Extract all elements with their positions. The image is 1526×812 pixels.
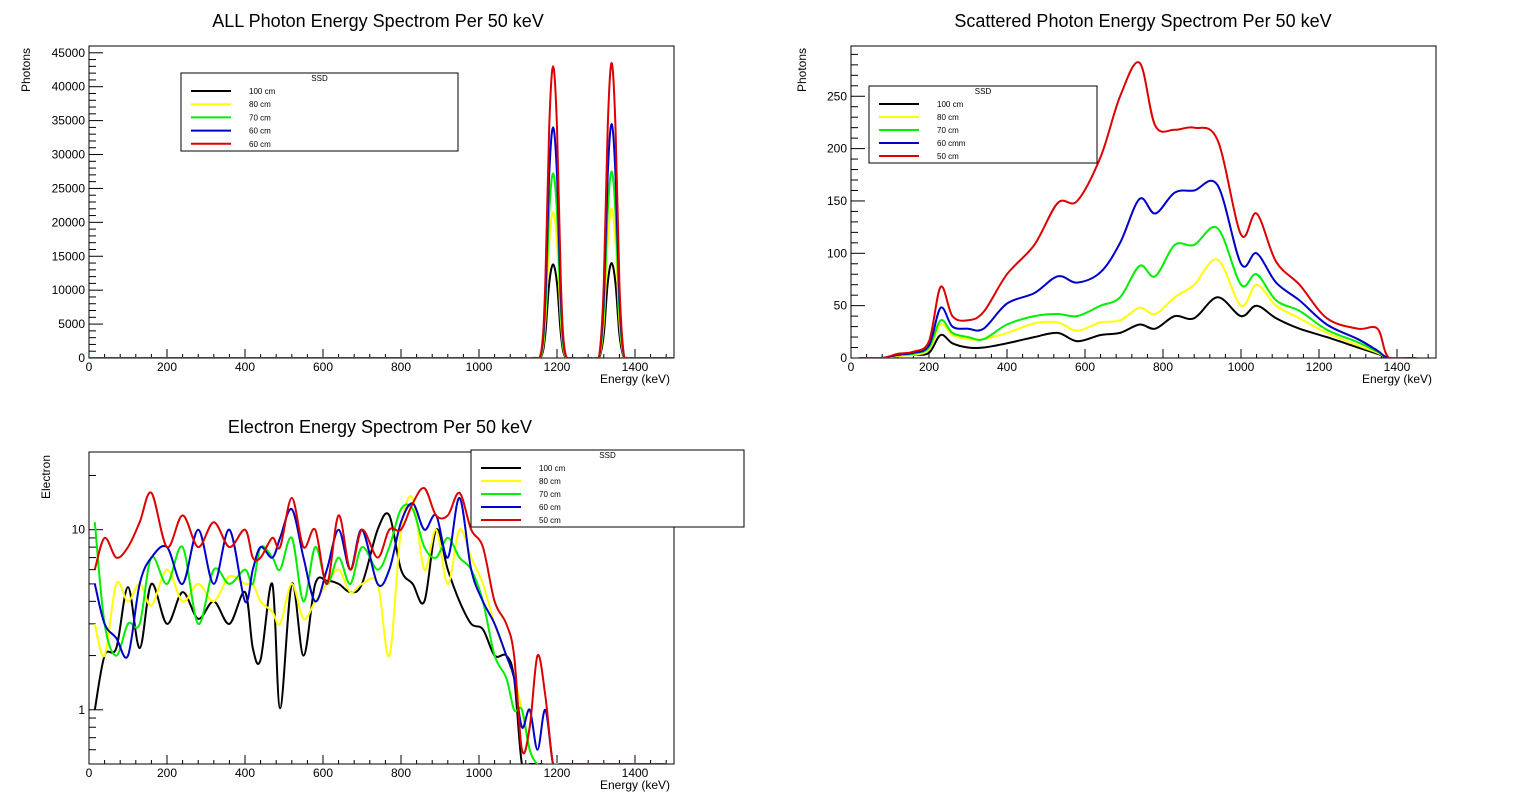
x-axis-label: Energy (keV) bbox=[600, 778, 670, 792]
series-line-2 bbox=[858, 225, 1417, 358]
legend-entry: 100 cm bbox=[249, 87, 276, 96]
x-tick-label: 1200 bbox=[1306, 360, 1333, 374]
x-tick-label: 400 bbox=[235, 360, 255, 374]
legend-entry: 80 cm bbox=[937, 113, 959, 122]
series-line-3 bbox=[89, 123, 674, 358]
legend-entry: 60 cm bbox=[539, 503, 561, 512]
x-axis-label: Energy (keV) bbox=[600, 372, 670, 386]
y-tick-label: 1 bbox=[78, 703, 85, 717]
series-group bbox=[93, 487, 667, 764]
x-tick-label: 600 bbox=[1075, 360, 1095, 374]
x-tick-label: 0 bbox=[86, 360, 93, 374]
x-tick-label: 1400 bbox=[622, 766, 649, 780]
chart-title: Scattered Photon Energy Spectrom Per 50 … bbox=[954, 11, 1331, 31]
x-tick-label: 1400 bbox=[622, 360, 649, 374]
electron-chart: Electron Energy Spectrom Per 50 keV 0 200 4… bbox=[39, 417, 745, 792]
legend-title: SSD bbox=[311, 74, 328, 83]
y-tick-label: 5000 bbox=[58, 317, 85, 331]
y-tick-label: 25000 bbox=[52, 181, 86, 195]
y-tick-label: 30000 bbox=[52, 148, 86, 162]
legend-entry: 100 cm bbox=[539, 464, 566, 473]
y-tick-label: 10 bbox=[72, 523, 86, 537]
y-tick-label: 0 bbox=[78, 351, 85, 365]
x-tick-label: 800 bbox=[1153, 360, 1173, 374]
series-line-2 bbox=[89, 170, 674, 358]
plot-frame bbox=[88, 451, 675, 765]
chart-title: ALL Photon Energy Spectrom Per 50 keV bbox=[212, 11, 544, 31]
legend-entry: 80 cm bbox=[539, 477, 561, 486]
legend-box bbox=[470, 449, 745, 528]
legend: SSD 100 cm 80 cm 70 cm 60 cm 60 cm bbox=[180, 72, 459, 152]
series-line-1 bbox=[93, 495, 667, 764]
x-tick-label: 1400 bbox=[1384, 360, 1411, 374]
x-tick-label: 600 bbox=[313, 766, 333, 780]
legend-title: SSD bbox=[975, 87, 992, 96]
legend-entry: 80 cm bbox=[249, 100, 271, 109]
legend-box bbox=[180, 72, 459, 152]
series-line-3 bbox=[93, 496, 667, 764]
legend-title: SSD bbox=[599, 451, 616, 460]
series-line-4 bbox=[89, 62, 674, 358]
y-tick-label: 150 bbox=[827, 194, 847, 208]
y-tick-label: 100 bbox=[827, 246, 847, 260]
plot-frame bbox=[850, 45, 1437, 359]
y-tick-label: 35000 bbox=[52, 114, 86, 128]
legend-entry: 70 cm bbox=[249, 113, 271, 122]
series-line-4 bbox=[93, 487, 667, 764]
y-tick-label: 250 bbox=[827, 89, 847, 103]
x-tick-label: 400 bbox=[997, 360, 1017, 374]
x-tick-label: 200 bbox=[157, 766, 177, 780]
x-tick-label: 0 bbox=[86, 766, 93, 780]
chart-title: Electron Energy Spectrom Per 50 keV bbox=[228, 417, 532, 437]
legend: SSD 100 cm 80 cm 70 cm 60 cm 50 cm bbox=[470, 449, 745, 528]
x-tick-label: 600 bbox=[313, 360, 333, 374]
legend-entry: 70 cm bbox=[937, 126, 959, 135]
x-tick-label: 1000 bbox=[466, 360, 493, 374]
x-axis-label: Energy (keV) bbox=[1362, 372, 1432, 386]
legend-entry: 60 cm bbox=[249, 127, 271, 136]
legend-box bbox=[868, 85, 1098, 164]
y-tick-label: 15000 bbox=[52, 249, 86, 263]
y-tick-label: 45000 bbox=[52, 46, 86, 60]
series-line-0 bbox=[89, 262, 674, 358]
y-tick-label: 10000 bbox=[52, 283, 86, 297]
y-tick-label: 20000 bbox=[52, 215, 86, 229]
y-tick-label: 0 bbox=[840, 351, 847, 365]
x-tick-label: 800 bbox=[391, 766, 411, 780]
x-tick-label: 1200 bbox=[544, 766, 571, 780]
y-tick-label: 200 bbox=[827, 142, 847, 156]
legend-entry: 60 cm bbox=[249, 140, 271, 149]
y-tick-label: 50 bbox=[834, 299, 848, 313]
series-line-1 bbox=[858, 258, 1417, 358]
series-group bbox=[89, 62, 674, 358]
legend-entry: 50 cm bbox=[937, 152, 959, 161]
series-group bbox=[858, 61, 1417, 358]
x-tick-label: 200 bbox=[919, 360, 939, 374]
series-line-2 bbox=[93, 503, 667, 764]
y-tick-label: 40000 bbox=[52, 80, 86, 94]
series-line-0 bbox=[93, 512, 667, 764]
x-tick-label: 200 bbox=[157, 360, 177, 374]
scattered-photon-chart: Scattered Photon Energy Spectrom Per 50 … bbox=[795, 11, 1437, 386]
all-photon-chart: ALL Photon Energy Spectrom Per 50 keV 0 20… bbox=[19, 11, 675, 386]
x-tick-label: 800 bbox=[391, 360, 411, 374]
x-tick-label: 1000 bbox=[1228, 360, 1255, 374]
x-tick-label: 0 bbox=[848, 360, 855, 374]
legend-entry: 60 cmm bbox=[937, 139, 966, 148]
legend-entry: 70 cm bbox=[539, 490, 561, 499]
x-tick-label: 400 bbox=[235, 766, 255, 780]
legend-entry: 50 cm bbox=[539, 516, 561, 525]
series-line-1 bbox=[89, 207, 674, 358]
series-line-4 bbox=[858, 61, 1417, 358]
legend-entry: 100 cm bbox=[937, 100, 964, 109]
x-tick-label: 1200 bbox=[544, 360, 571, 374]
y-axis-label: Photons bbox=[795, 48, 809, 92]
y-axis-label: Electron bbox=[39, 455, 53, 499]
x-tick-label: 1000 bbox=[466, 766, 493, 780]
series-line-3 bbox=[858, 179, 1417, 358]
series-line-0 bbox=[858, 296, 1417, 358]
y-axis-label: Photons bbox=[19, 48, 33, 92]
legend: SSD 100 cm 80 cm 70 cm 60 cmm 50 cm bbox=[868, 85, 1098, 164]
